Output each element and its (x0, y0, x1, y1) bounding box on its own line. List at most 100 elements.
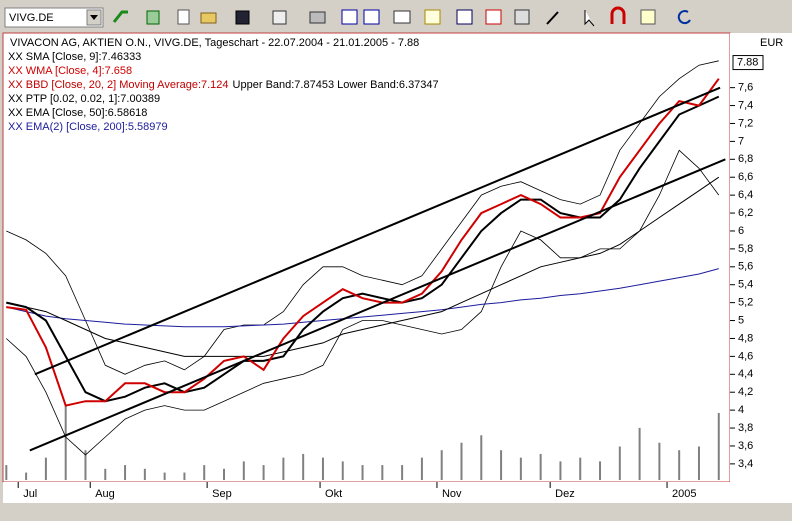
y-tick-label: 7,4 (738, 99, 753, 111)
icon-open[interactable] (200, 12, 217, 24)
volume-bar (440, 450, 443, 480)
indicator-line (6, 149, 720, 456)
volume-bar (678, 450, 681, 480)
y-tick-label: 6,2 (738, 207, 753, 219)
volume-bar (341, 461, 344, 480)
symbol-combobox[interactable] (4, 7, 104, 28)
volume-bar (64, 405, 67, 480)
volume-bar (579, 457, 582, 480)
last-price-box (732, 55, 764, 71)
volume-bar (25, 472, 28, 480)
trend-line (29, 158, 726, 452)
y-tick-label: 7,6 (738, 82, 753, 94)
icon-copy[interactable] (272, 10, 287, 25)
annotation: Upper Band:7.87453 Lower Band:6.37347 (233, 79, 439, 91)
icon-window[interactable] (393, 10, 411, 24)
volume-bar (460, 442, 463, 480)
icon-magnet[interactable] (610, 6, 626, 24)
legend-entry: XX SMA [Close, 9]:7.46333 (8, 51, 141, 63)
volume-bar (143, 468, 146, 480)
volume-bar (381, 465, 384, 480)
volume-bar (223, 468, 226, 480)
volume-bar (84, 450, 87, 480)
time-axis-panel (3, 482, 730, 503)
y-tick-label: 6,4 (738, 189, 753, 201)
x-tick-label: 2005 (672, 488, 696, 500)
plot-area (2, 32, 731, 483)
volume-bar (480, 435, 483, 480)
x-tick-label: Jul (23, 488, 37, 500)
volume-bar (44, 457, 47, 480)
volume-bar (618, 446, 621, 480)
icon-print[interactable] (309, 11, 326, 24)
y-tick-label: 4,6 (738, 350, 753, 362)
indicator-line (6, 176, 720, 357)
icon-notes[interactable] (640, 9, 656, 25)
chart-title: VIVACON AG, AKTIEN O.N., VIVG.DE, Tagesc… (10, 37, 419, 49)
icon-line[interactable] (546, 11, 559, 25)
x-tick-label: Nov (442, 488, 462, 500)
annotation: XX PTP [0.02, 0.02, 1]:7.00389 (8, 93, 160, 105)
volume-bar (302, 453, 305, 480)
dropdown-arrow (90, 15, 98, 20)
toolbar-icons (112, 6, 691, 27)
y-tick-label: 5 (738, 314, 744, 326)
volume-bar (638, 427, 641, 480)
legend: XX EMA(2) [Close, 200]:5.58979 XX EMA [Cl… (8, 51, 439, 133)
volume-bar (262, 465, 265, 480)
indicator-line (6, 95, 720, 403)
legend-entry: XX WMA [Close, 4]:7.658 (8, 65, 132, 77)
volume-bar (242, 461, 245, 480)
x-tick-label: Okt (325, 488, 342, 500)
volume-bar (519, 457, 522, 480)
trend-line (34, 86, 721, 376)
y-tick-label: 4,4 (738, 368, 753, 380)
volume-bar (599, 461, 602, 480)
y-tick-label: 3,8 (738, 422, 753, 434)
y-tick-label: 3,4 (738, 458, 753, 470)
icon-save[interactable] (235, 10, 250, 25)
volume-bar (321, 457, 324, 480)
y-tick-label: 5,6 (738, 261, 753, 273)
volume-bar (203, 465, 206, 480)
icon-go[interactable] (112, 10, 128, 23)
y-tick-label: 6,6 (738, 171, 753, 183)
volume-bar (500, 450, 503, 480)
y-tick-label: 3,6 (738, 440, 753, 452)
plot: 3,4 3,6 3,8 4 4,2 4,4 4,6 4,8 5 5,2 5,4 5,6 5,8 6 6,2 6… (5, 51, 764, 500)
icon-chart2[interactable] (363, 9, 380, 25)
icon-chart1[interactable] (341, 9, 358, 25)
icon-sum[interactable] (485, 9, 502, 25)
icon-indicator[interactable] (424, 9, 441, 25)
volume-bar (183, 472, 186, 480)
x-tick-label: Dez (555, 488, 575, 500)
volume-bar (361, 465, 364, 480)
x-tick-label: Sep (212, 488, 232, 500)
volume-bar (717, 412, 720, 480)
indicator-line (6, 78, 720, 407)
icon-cursor[interactable] (584, 10, 595, 27)
y-tick-label: 7,2 (738, 117, 753, 129)
icon-study[interactable] (456, 9, 473, 25)
volume-bar (697, 446, 700, 480)
currency-label: EUR (760, 37, 783, 49)
volume-bar (420, 457, 423, 480)
y-tick-label: 4 (738, 404, 744, 416)
icon-refresh[interactable] (146, 10, 160, 25)
indicator-line (6, 268, 719, 328)
legend-entry: XX EMA(2) [Close, 200]:5.58979 (8, 121, 168, 133)
y-tick-label: 6 (738, 225, 744, 237)
indicator-line (6, 60, 719, 375)
volume-bar (104, 468, 107, 480)
icon-settings[interactable] (514, 9, 530, 25)
y-tick-label: 5,8 (738, 243, 753, 255)
icon-undo[interactable] (677, 10, 691, 25)
legend-entry: XX EMA [Close, 50]:6.58618 (8, 107, 147, 119)
y-tick-label: 4,8 (738, 332, 753, 344)
y-tick-label: 5,2 (738, 297, 753, 309)
annotation: XX BBD [Close, 20, 2] Moving Average:7.1… (8, 79, 229, 91)
icon-new[interactable] (177, 9, 190, 25)
volume-bar (124, 465, 127, 480)
volume-bar (401, 465, 404, 480)
